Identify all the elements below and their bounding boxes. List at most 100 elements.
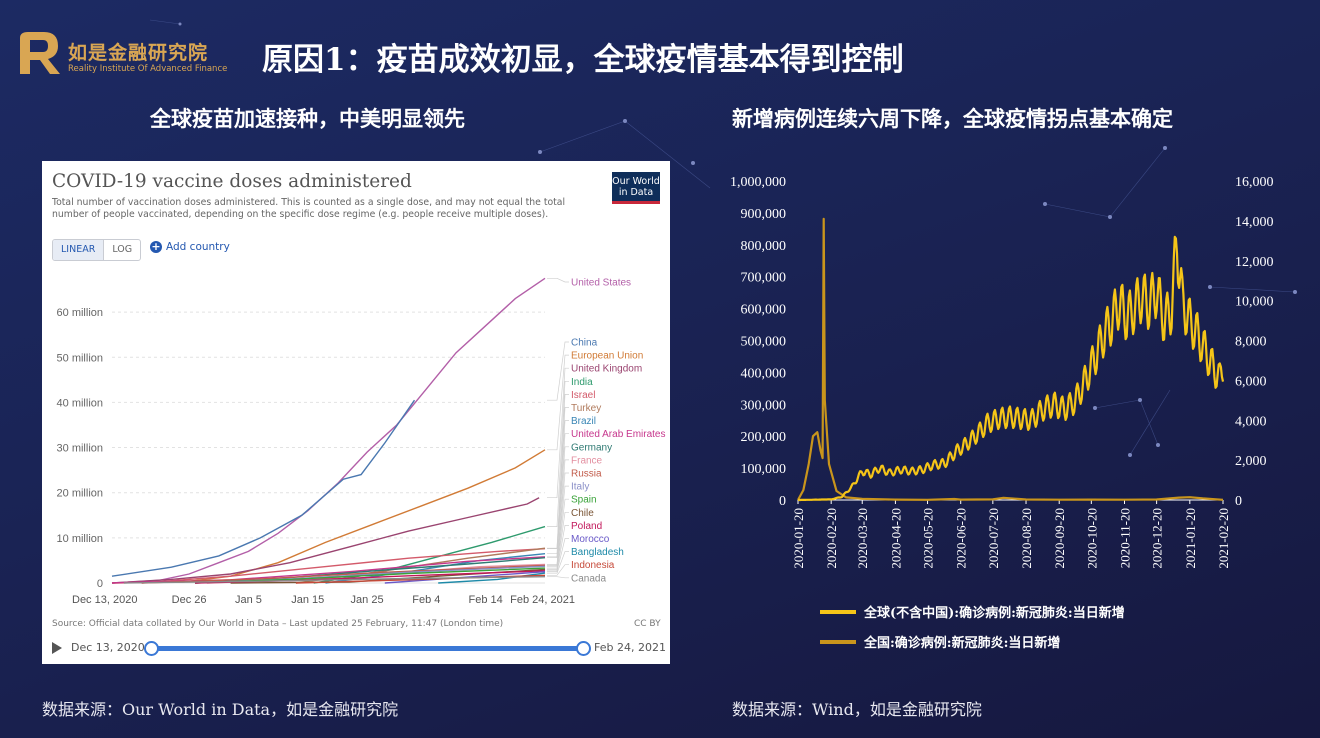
label-leader [547, 498, 569, 569]
series-label: United Arab Emirates [571, 429, 666, 440]
left-subtitle: 全球疫苗加速接种，中美明显领先 [150, 106, 465, 131]
series-label: Bangladesh [571, 547, 624, 558]
series-line [313, 525, 546, 584]
x-tick-label: Dec 13, 2020 [72, 594, 137, 606]
owid-logo-line1: Our World [612, 176, 660, 187]
series-label: Brazil [571, 416, 596, 427]
y-left-tick-label: 0 [779, 494, 786, 509]
x-tick-label: 2021-02-20 [1216, 508, 1231, 569]
x-tick-label: 2020-12-20 [1150, 508, 1165, 569]
y-right-tick-label: 10,000 [1235, 295, 1274, 310]
series-line [141, 548, 546, 584]
y-right-tick-label: 16,000 [1235, 175, 1274, 190]
x-tick-label: 2020-02-20 [824, 508, 839, 569]
timeline-end-label: Feb 24, 2021 [594, 641, 666, 654]
log-scale-button[interactable]: LOG [112, 244, 133, 255]
brand-name-en: Reality Institute Of Advanced Finance [68, 64, 228, 74]
legend-item-china: 全国:确诊病例:新冠肺炎:当日新增 [820, 632, 1060, 651]
label-leader [547, 446, 569, 559]
y-right-tick-label: 8,000 [1235, 335, 1267, 350]
y-left-tick-label: 200,000 [741, 430, 787, 445]
owid-logo: Our World in Data [612, 172, 660, 204]
vaccine-chart-panel: COVID-19 vaccine doses administered Tota… [42, 161, 670, 664]
left-source: 数据来源：Our World in Data，如是金融研究院 [42, 700, 399, 719]
x-tick-label: Dec 26 [172, 594, 207, 606]
x-tick-label: Jan 5 [235, 594, 262, 606]
y-left-tick-label: 100,000 [741, 462, 787, 477]
series-label: Chile [571, 508, 594, 519]
x-tick-label: 2020-03-20 [855, 508, 870, 569]
x-tick-label: Feb 14 [469, 594, 503, 606]
x-tick-label: 2020-04-20 [888, 508, 903, 569]
label-leader [547, 394, 569, 550]
x-tick-label: 2020-05-20 [921, 508, 936, 569]
series-label: United States [571, 278, 631, 289]
cases-line-chart: 0 100,000 200,000 300,000 400,000 500,000 600,… [730, 175, 1274, 569]
label-leader [547, 354, 569, 451]
y-tick-label: 30 million [57, 443, 103, 455]
series-line [111, 449, 546, 584]
add-country-button[interactable]: + Add country [150, 241, 230, 253]
label-leader [547, 407, 569, 549]
label-leader [547, 367, 569, 499]
y-left-tick-label: 900,000 [741, 207, 787, 222]
y-tick-label: 10 million [57, 533, 103, 545]
linear-scale-button[interactable]: LINEAR [53, 240, 105, 260]
x-tick-label: 2020-11-20 [1118, 508, 1133, 568]
scale-toggle: LINEAR LOG [52, 239, 142, 261]
brand-name-cn: 如是金融研究院 [68, 42, 209, 64]
y-left-tick-label: 300,000 [741, 398, 787, 413]
label-leader [547, 485, 569, 567]
owid-logo-line2: in Data [618, 187, 654, 198]
legend-swatch-global [820, 609, 856, 614]
source-note: Source: Official data collated by Our Wo… [52, 619, 504, 629]
timeline-start-handle[interactable] [144, 641, 159, 656]
series-label: China [571, 338, 598, 349]
series-label: Turkey [571, 403, 601, 414]
series-line-global [797, 235, 1225, 502]
label-leader [547, 551, 569, 574]
y-tick-label: 40 million [57, 397, 103, 409]
series-label: United Kingdom [571, 364, 642, 375]
series-label: Indonesia [571, 560, 615, 571]
label-leader [547, 277, 569, 283]
timeline-start-label: Dec 13, 2020 [71, 641, 145, 654]
x-tick-label: 2020-09-20 [1052, 508, 1067, 569]
y-tick-label: 0 [97, 578, 103, 590]
label-leader [547, 538, 569, 573]
label-leader [547, 341, 569, 401]
series-label: Morocco [571, 534, 610, 545]
label-leader [547, 511, 569, 570]
label-leader [547, 420, 569, 555]
y-right-tick-label: 6,000 [1235, 374, 1267, 389]
timeline-track[interactable] [150, 646, 583, 651]
y-left-tick-label: 800,000 [741, 239, 787, 254]
series-line [141, 564, 546, 584]
brand-logo [20, 32, 60, 74]
series-line [111, 497, 540, 584]
timeline-end-handle[interactable] [576, 641, 591, 656]
series-label: Canada [571, 573, 606, 584]
series-label: European Union [571, 351, 643, 362]
license-label: CC BY [634, 619, 661, 629]
series-label: France [571, 455, 603, 466]
x-tick-label: Jan 25 [351, 594, 384, 606]
series-label: Italy [571, 482, 589, 493]
series-line [111, 399, 416, 577]
legend-label-china: 全国:确诊病例:新冠肺炎:当日新增 [864, 636, 1061, 651]
label-leader [547, 472, 569, 566]
x-tick-label: 2020-08-20 [1019, 508, 1034, 569]
right-subtitle: 新增病例连续六周下降，全球疫情拐点基本确定 [732, 106, 1173, 131]
x-tick-label: 2020-06-20 [954, 508, 969, 569]
add-country-label: Add country [166, 241, 230, 253]
series-label: Israel [571, 390, 595, 401]
series-line [123, 576, 546, 584]
y-tick-label: 60 million [57, 307, 103, 319]
label-leader [547, 576, 569, 579]
legend-label-global: 全球(不含中国):确诊病例:新冠肺炎:当日新增 [864, 606, 1125, 621]
plus-circle-icon: + [150, 240, 162, 253]
series-label: India [571, 377, 593, 388]
x-tick-label: 2021-01-20 [1183, 508, 1198, 569]
play-icon[interactable] [52, 642, 62, 654]
